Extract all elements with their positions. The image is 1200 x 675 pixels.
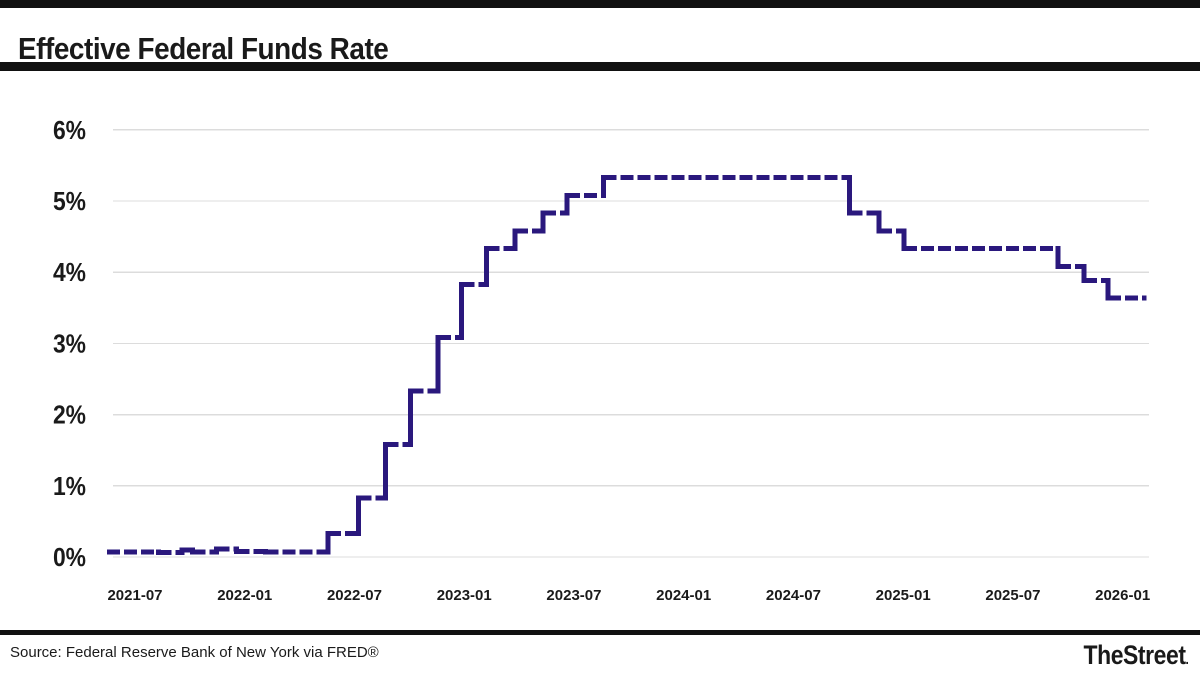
y-tick-label: 0% — [53, 544, 86, 573]
page-title: Effective Federal Funds Rate — [18, 30, 389, 66]
x-tick-label: 2021-07 — [107, 587, 162, 604]
y-tick-label: 2% — [53, 401, 86, 430]
x-tick-label: 2022-07 — [327, 587, 382, 604]
chart-area: 0% 1% 2% 3% 4% 5% 6% 2021-07 2022-01 2022-07 2023-… — [0, 80, 1200, 630]
y-tick-label: 1% — [53, 473, 86, 502]
brand-dot: . — [1185, 651, 1188, 667]
brand-name: TheStreet — [1083, 640, 1186, 670]
title-divider — [0, 62, 1200, 71]
x-tick-label: 2022-01 — [217, 587, 272, 604]
x-tick-label: 2025-07 — [985, 587, 1040, 604]
x-tick-label: 2024-01 — [656, 587, 711, 604]
y-tick-label: 6% — [53, 117, 86, 146]
rate-chart: 0% 1% 2% 3% 4% 5% 6% 2021-07 2022-01 2022-07 2023-… — [53, 117, 1150, 604]
y-tick-label: 3% — [53, 330, 86, 359]
x-tick-label: 2023-07 — [546, 587, 601, 604]
y-axis-labels: 0% 1% 2% 3% 4% 5% 6% — [53, 117, 86, 573]
x-axis-labels: 2021-07 2022-01 2022-07 2023-01 2023-07 2024-… — [107, 587, 1150, 604]
y-tick-label: 4% — [53, 259, 86, 288]
footer-divider — [0, 630, 1200, 635]
x-tick-label: 2026-01 — [1095, 587, 1150, 604]
source-text: Source: Federal Reserve Bank of New York… — [10, 644, 379, 661]
y-tick-label: 5% — [53, 188, 86, 217]
gridlines — [113, 129, 1149, 558]
rate-line — [106, 175, 1147, 556]
x-tick-label: 2023-01 — [437, 587, 492, 604]
x-tick-label: 2024-07 — [766, 587, 821, 604]
top-bar — [0, 0, 1200, 8]
x-tick-label: 2025-01 — [876, 587, 931, 604]
brand-logo: TheStreet. — [1083, 640, 1188, 671]
